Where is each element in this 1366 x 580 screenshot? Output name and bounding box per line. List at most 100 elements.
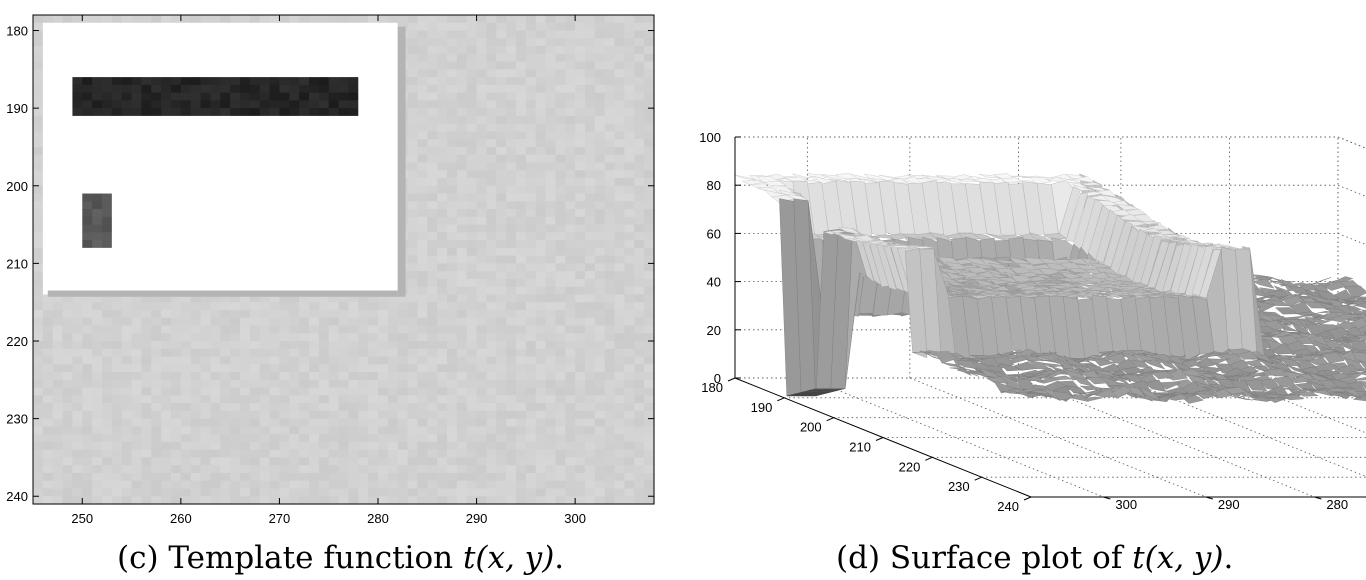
image-pixel (496, 61, 507, 70)
image-pixel (309, 441, 320, 451)
image-pixel (161, 472, 172, 482)
image-pixel (496, 224, 507, 233)
image-pixel (210, 441, 221, 451)
image-pixel (614, 372, 626, 381)
image-pixel (407, 278, 419, 288)
image-pixel (318, 333, 330, 342)
image-pixel (279, 240, 290, 249)
surface-facet (979, 174, 1001, 179)
image-pixel (299, 372, 310, 381)
image-pixel (545, 108, 557, 117)
image-pixel (338, 201, 350, 210)
image-pixel (210, 255, 221, 264)
image-pixel (634, 170, 645, 179)
image-pixel (466, 457, 478, 466)
image-pixel (378, 30, 389, 39)
image-pixel (92, 465, 103, 474)
image-pixel (42, 84, 54, 94)
image-pixel (378, 139, 389, 148)
image-pixel (171, 372, 182, 381)
image-pixel (417, 131, 428, 140)
image-pixel (397, 325, 409, 334)
image-pixel (535, 170, 547, 179)
image-pixel (249, 317, 261, 327)
image-pixel (447, 170, 458, 179)
image-pixel (171, 108, 182, 117)
image-pixel (328, 387, 340, 396)
image-pixel (456, 100, 468, 109)
image-pixel (348, 178, 359, 187)
image-pixel (594, 84, 606, 94)
image-pixel (358, 240, 369, 249)
image-pixel (161, 30, 172, 39)
x-tick-label: 300 (564, 511, 586, 526)
image-pixel (121, 333, 133, 342)
surface-facet (1315, 349, 1337, 354)
image-pixel (358, 154, 369, 164)
image-pixel (516, 294, 527, 303)
image-pixel (141, 387, 152, 396)
image-pixel (161, 216, 172, 226)
image-pixel (466, 356, 478, 365)
image-pixel (220, 139, 231, 148)
image-pixel (249, 100, 261, 109)
image-pixel (180, 410, 192, 420)
image-pixel (466, 185, 478, 195)
image-pixel (190, 441, 202, 451)
image-pixel (594, 441, 606, 451)
image-pixel (624, 341, 635, 350)
image-pixel (535, 441, 547, 451)
image-pixel (62, 185, 74, 195)
image-pixel (131, 77, 143, 86)
image-pixel (259, 209, 271, 218)
image-pixel (171, 364, 182, 373)
image-pixel (634, 61, 645, 70)
image-pixel (407, 108, 419, 117)
image-pixel (121, 139, 133, 148)
image-pixel (328, 372, 340, 381)
image-pixel (368, 123, 379, 133)
image-pixel (466, 286, 478, 296)
image-pixel (378, 108, 389, 117)
image-pixel (33, 418, 44, 427)
image-pixel (427, 69, 438, 78)
image-pixel (516, 209, 527, 218)
image-pixel (417, 170, 428, 179)
image-pixel (407, 403, 419, 412)
image-pixel (121, 309, 133, 319)
image-pixel (52, 317, 64, 327)
image-pixel (318, 77, 330, 86)
image-pixel (456, 364, 468, 373)
image-pixel (624, 131, 635, 140)
image-pixel (555, 193, 566, 202)
image-pixel (200, 123, 212, 133)
image-pixel (624, 162, 635, 171)
image-pixel (486, 232, 497, 241)
image-pixel (220, 170, 231, 179)
image-pixel (437, 108, 448, 117)
image-pixel (259, 426, 271, 435)
image-pixel (180, 372, 192, 381)
image-pixel (318, 123, 330, 133)
image-pixel (299, 348, 310, 358)
image-pixel (338, 232, 350, 241)
image-pixel (407, 325, 419, 334)
image-pixel (476, 61, 488, 70)
image-pixel (102, 480, 113, 490)
image-pixel (437, 472, 448, 482)
image-pixel (318, 178, 330, 187)
image-pixel (358, 178, 369, 187)
image-pixel (368, 38, 379, 47)
image-pixel (82, 38, 93, 47)
image-pixel (269, 84, 281, 94)
image-pixel (249, 131, 261, 140)
image-pixel (407, 302, 419, 311)
image-pixel (447, 61, 458, 70)
image-pixel (102, 146, 113, 156)
image-pixel (447, 488, 458, 497)
image-pixel (437, 426, 448, 435)
image-pixel (368, 139, 379, 148)
image-pixel (506, 395, 517, 404)
image-pixel (111, 146, 123, 156)
image-pixel (506, 263, 517, 272)
